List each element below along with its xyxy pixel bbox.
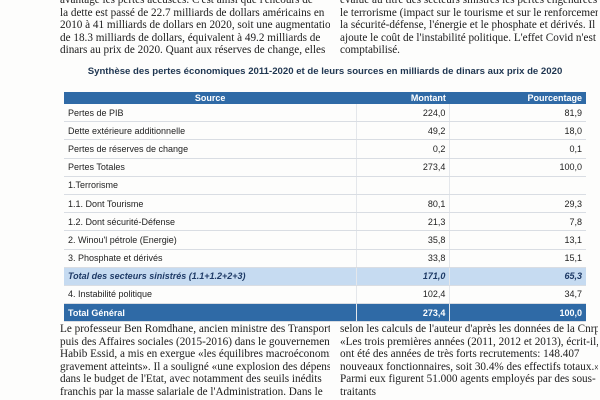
text-line: dans le budget de l'Etat, avec notamment… <box>60 373 322 386</box>
text-line: évalué au titre des secteurs sinistrés l… <box>340 0 598 6</box>
text-line: gravement atteints». Il a souligné «une … <box>60 360 330 373</box>
text-line: selon les calculs de l'auteur d'après le… <box>340 323 598 335</box>
text-column: avantage les pertes accusées. C'est ains… <box>60 0 330 57</box>
table-row: Total Général 273,4 100,0 <box>64 303 586 323</box>
text-column: évalué au titre des secteurs sinistrés l… <box>340 0 598 57</box>
table-row: Pertes de réserves de change 0,2 0,1 <box>64 139 586 159</box>
table-cell: Total Général <box>64 303 357 323</box>
table-cell: 15,1 <box>449 249 586 268</box>
table-cell: Pertes de PIB <box>64 104 357 123</box>
text-line: «Les trois premières années (2011, 2012 … <box>340 335 598 348</box>
table-row: Pertes de PIB 224,0 81,9 <box>64 104 586 123</box>
table-cell: 273,4 <box>356 158 451 177</box>
table-cell: Dette extérieure additionnelle <box>64 121 357 141</box>
table-cell: 80,1 <box>356 194 451 214</box>
table-cell: 1.Terrorisme <box>64 176 357 195</box>
header-cell: Montant <box>356 92 450 104</box>
text-line: ont été des années de très forts recrute… <box>340 348 580 361</box>
table-cell: 2. Winou'l pétrole (Energie) <box>64 230 357 250</box>
table-row: 4. Instabilité politique 102,4 34,7 <box>64 285 586 305</box>
table-row: Pertes Totales 273,4 100,0 <box>64 158 586 177</box>
text-line: le terrorisme (impact sur le tourisme et… <box>340 6 598 19</box>
table-cell: Total des secteurs sinistrés (1.1+1.2+2+… <box>64 267 357 286</box>
table-cell <box>449 176 586 195</box>
table-cell: 100,0 <box>449 158 586 177</box>
header-cell: Source <box>64 92 357 104</box>
table-cell: 224,0 <box>356 104 451 123</box>
text-line: Parmi eux figurent 51.000 agents employé… <box>340 373 596 386</box>
text-line: de 18.3 milliards de dollars, équivalent… <box>60 31 321 44</box>
text-line: Habib Essid, a mis en exergue «les équil… <box>60 348 330 361</box>
table-cell: Pertes de réserves de change <box>64 139 357 159</box>
table-cell: 21,3 <box>356 212 451 232</box>
table-cell: 29,3 <box>449 194 586 214</box>
table-cell: 1.1. Dont Tourisme <box>64 194 357 214</box>
text-line: 2010 à 41 milliards de dollars en 2020, … <box>60 19 330 32</box>
header-row: Source Montant Pourcentage <box>64 92 586 104</box>
table-cell: 171,0 <box>356 267 451 286</box>
table-cell: 65,3 <box>449 267 586 286</box>
text-line: franchis par la masse salariale de l'Adm… <box>60 385 323 398</box>
table-cell: 49,2 <box>356 121 451 141</box>
table-title: Synthèse des pertes économiques 2011-202… <box>87 66 563 77</box>
header-cell: Pourcentage <box>449 92 586 104</box>
text-line: avantage les pertes accusées. C'est ains… <box>60 0 313 6</box>
text-column: Le professeur Ben Romdhane, ancien minis… <box>60 323 330 399</box>
table-row: Dette extérieure additionnelle 49,2 18,0 <box>64 121 586 141</box>
table-cell: 81,9 <box>449 104 586 123</box>
table-cell: 7,8 <box>449 212 586 232</box>
table-cell: Pertes Totales <box>64 158 357 177</box>
table-cell: 34,7 <box>449 285 586 305</box>
table-cell: 3. Phosphate et dérivés <box>64 249 357 268</box>
table-row: 1.Terrorisme <box>64 176 586 195</box>
text-line: ajoute le coût de l'instabilité politiqu… <box>340 31 598 44</box>
table-cell: 0,2 <box>356 139 451 159</box>
text-line: traitants <box>340 385 377 398</box>
table-cell: 273,4 <box>356 303 451 323</box>
text-column: selon les calculs de l'auteur d'après le… <box>340 323 598 399</box>
table-cell: 33,8 <box>356 249 451 268</box>
table-row: 3. Phosphate et dérivés 33,8 15,1 <box>64 249 586 268</box>
table-cell: 35,8 <box>356 230 451 250</box>
table-cell <box>356 176 451 195</box>
text-line: la sécurité-défense, l'énergie et le pho… <box>340 19 598 32</box>
text-line: comptabilisé. <box>340 44 400 57</box>
table: Source Montant Pourcentage Pertes de PIB 22… <box>64 92 586 323</box>
table-row: 1.2. Dont sécurité-Défense 21,3 7,8 <box>64 212 586 232</box>
table-row: 2. Winou'l pétrole (Energie) 35,8 13,1 <box>64 230 586 250</box>
table-cell: 100,0 <box>449 303 586 323</box>
table-row: 1.1. Dont Tourisme 80,1 29,3 <box>64 194 586 214</box>
table-cell: 1.2. Dont sécurité-Défense <box>64 212 357 232</box>
table-cell: 0,1 <box>449 139 586 159</box>
table-cell: 4. Instabilité politique <box>64 285 357 305</box>
table-cell: 18,0 <box>449 121 586 141</box>
text-line: dinars au prix de 2020. Quant aux réserv… <box>60 44 326 57</box>
table-row: Total des secteurs sinistrés (1.1+1.2+2+… <box>64 267 586 286</box>
text-line: Le professeur Ben Romdhane, ancien minis… <box>60 323 330 335</box>
table-cell: 102,4 <box>356 285 451 305</box>
text-line: la dette est passé de 22.7 milliards de … <box>60 6 325 19</box>
text-line: nouveaux fonctionnaires, soit 30.4% des … <box>340 360 598 373</box>
text-line: puis des Affaires sociales (2015-2016) d… <box>60 335 330 348</box>
table-body: Pertes de PIB 224,0 81,9 Dette extérieure a… <box>64 104 586 323</box>
table-cell: 13,1 <box>449 230 586 250</box>
